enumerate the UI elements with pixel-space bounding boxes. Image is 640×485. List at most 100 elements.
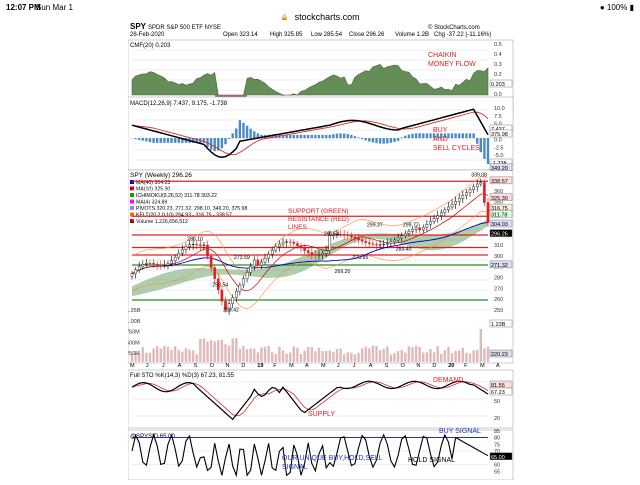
macd-hist-bar [224, 138, 226, 144]
volume-bar [397, 351, 399, 362]
macd-hist-bar [465, 133, 467, 138]
month-tick: A [369, 363, 373, 369]
macd-hist-bar [400, 137, 402, 138]
volume-bar [458, 350, 460, 362]
battery-percent: 100% [607, 3, 627, 12]
volume-bar [390, 354, 392, 362]
candle-body [473, 187, 475, 190]
macd-annotation-2: AND [433, 136, 448, 143]
volume-bar [275, 354, 277, 362]
candle-body [131, 274, 133, 277]
candle-body [134, 270, 136, 274]
candle-body [152, 263, 154, 264]
macd-hist-bar [178, 138, 180, 143]
macd-hist-bar [343, 134, 345, 139]
axis-tick-label: 0.2 [494, 72, 502, 78]
candle-body [142, 264, 144, 266]
candle-body [383, 244, 385, 245]
value-badge: 325.30 [491, 196, 508, 202]
axis-tick-label: 0.3 [494, 62, 502, 68]
candle-body [232, 298, 234, 304]
volume-bar [444, 350, 446, 362]
macd-hist-bar [134, 138, 136, 139]
volume-bar [206, 341, 208, 362]
candle-body [401, 236, 403, 238]
macd-hist-bar [249, 129, 251, 139]
macd-hist-bar [422, 133, 424, 138]
macd-hist-bar [329, 135, 331, 138]
volume-bar [264, 347, 266, 362]
value-badge: 304.03 [491, 222, 508, 228]
volume-bar [480, 329, 482, 362]
candle-body [368, 243, 370, 244]
macd-hist-bar [458, 133, 460, 138]
value-badge: 338.57 [491, 179, 508, 185]
macd-annotation-1: BUY [433, 127, 448, 134]
candle-body [480, 183, 482, 185]
chart-change: Chg -37.22 (-11.16%) [434, 32, 491, 38]
candle-body [357, 238, 359, 239]
candle-body [379, 245, 381, 246]
volume-bar [476, 350, 478, 362]
axis-tick-label: 85 [494, 429, 500, 435]
month-tick: 20 [448, 363, 454, 369]
volume-bar [210, 340, 212, 362]
volume-bar [343, 354, 345, 362]
candle-body [408, 231, 410, 233]
price-annotation-label: 290.54 [324, 231, 340, 237]
macd-hist-bar [332, 134, 334, 138]
macd-hist-bar [170, 138, 172, 143]
candle-body [206, 245, 208, 256]
candle-body [419, 228, 421, 230]
month-tick: F [273, 363, 277, 369]
legend-entry: ICHIMOKU(9,26,52) 311.78 303.22 [136, 193, 217, 199]
month-tick: M [321, 363, 326, 369]
candle-body [163, 265, 165, 266]
candle-body [440, 213, 442, 216]
stock-chart: SPY SPDR S&P 500 ETF NYSE © StockCharts.… [128, 20, 514, 480]
candle-body [386, 243, 388, 244]
value-badge: 311.78 [491, 212, 507, 218]
volume-bar [181, 352, 183, 362]
candle-body [311, 253, 313, 255]
volume-bar [318, 348, 320, 362]
candle-body [433, 219, 435, 222]
macd-hist-bar [404, 136, 406, 139]
macd-hist-bar [231, 133, 233, 138]
volume-bar [228, 345, 230, 362]
volume-bar [347, 352, 349, 362]
candle-body [239, 285, 241, 291]
candle-body [444, 210, 446, 213]
spysid-annotation-unique-1: OUR UNIQUE BUY,HOLD,SELL [282, 455, 383, 462]
volume-bar [303, 351, 305, 362]
candle-body [149, 263, 151, 264]
value-badge: 1.23B [491, 322, 506, 328]
macd-hist-bar [163, 138, 165, 143]
candle-body [429, 221, 431, 224]
month-tick: J [162, 363, 165, 369]
macd-hist-bar [415, 133, 417, 138]
candle-body [393, 240, 395, 242]
macd-hist-bar [138, 138, 140, 140]
macd-hist-bar [160, 138, 162, 143]
price-annotation-label: 275.85 [353, 255, 369, 261]
candle-body [390, 242, 392, 243]
price-annotation-label: 253.54 [212, 283, 228, 289]
cmf-annotation-2: MONEY FLOW [428, 61, 476, 68]
candle-body [185, 247, 187, 250]
chart-svg: SPY SPDR S&P 500 ETF NYSE © StockCharts.… [128, 20, 514, 480]
sto-annotation-supply: SUPPLY [308, 411, 335, 418]
value-badge: 67.23 [491, 390, 505, 396]
axis-tick-label: 250M [128, 351, 140, 357]
candle-body [178, 253, 180, 257]
legend-entry: KELT(20,2.0,10) 294.93 - 316.75 - 338.57 [136, 213, 232, 219]
axis-tick-label: 20 [494, 416, 500, 422]
macd-hist-bar [480, 138, 482, 152]
candle-body [275, 247, 277, 250]
candle-body [318, 255, 320, 256]
candle-body [181, 249, 183, 253]
spysid-annotation-unique-2: SIGNAL [282, 464, 308, 471]
volume-bar [178, 350, 180, 362]
candle-body [487, 203, 489, 223]
value-badge: 65.00 [491, 455, 505, 461]
